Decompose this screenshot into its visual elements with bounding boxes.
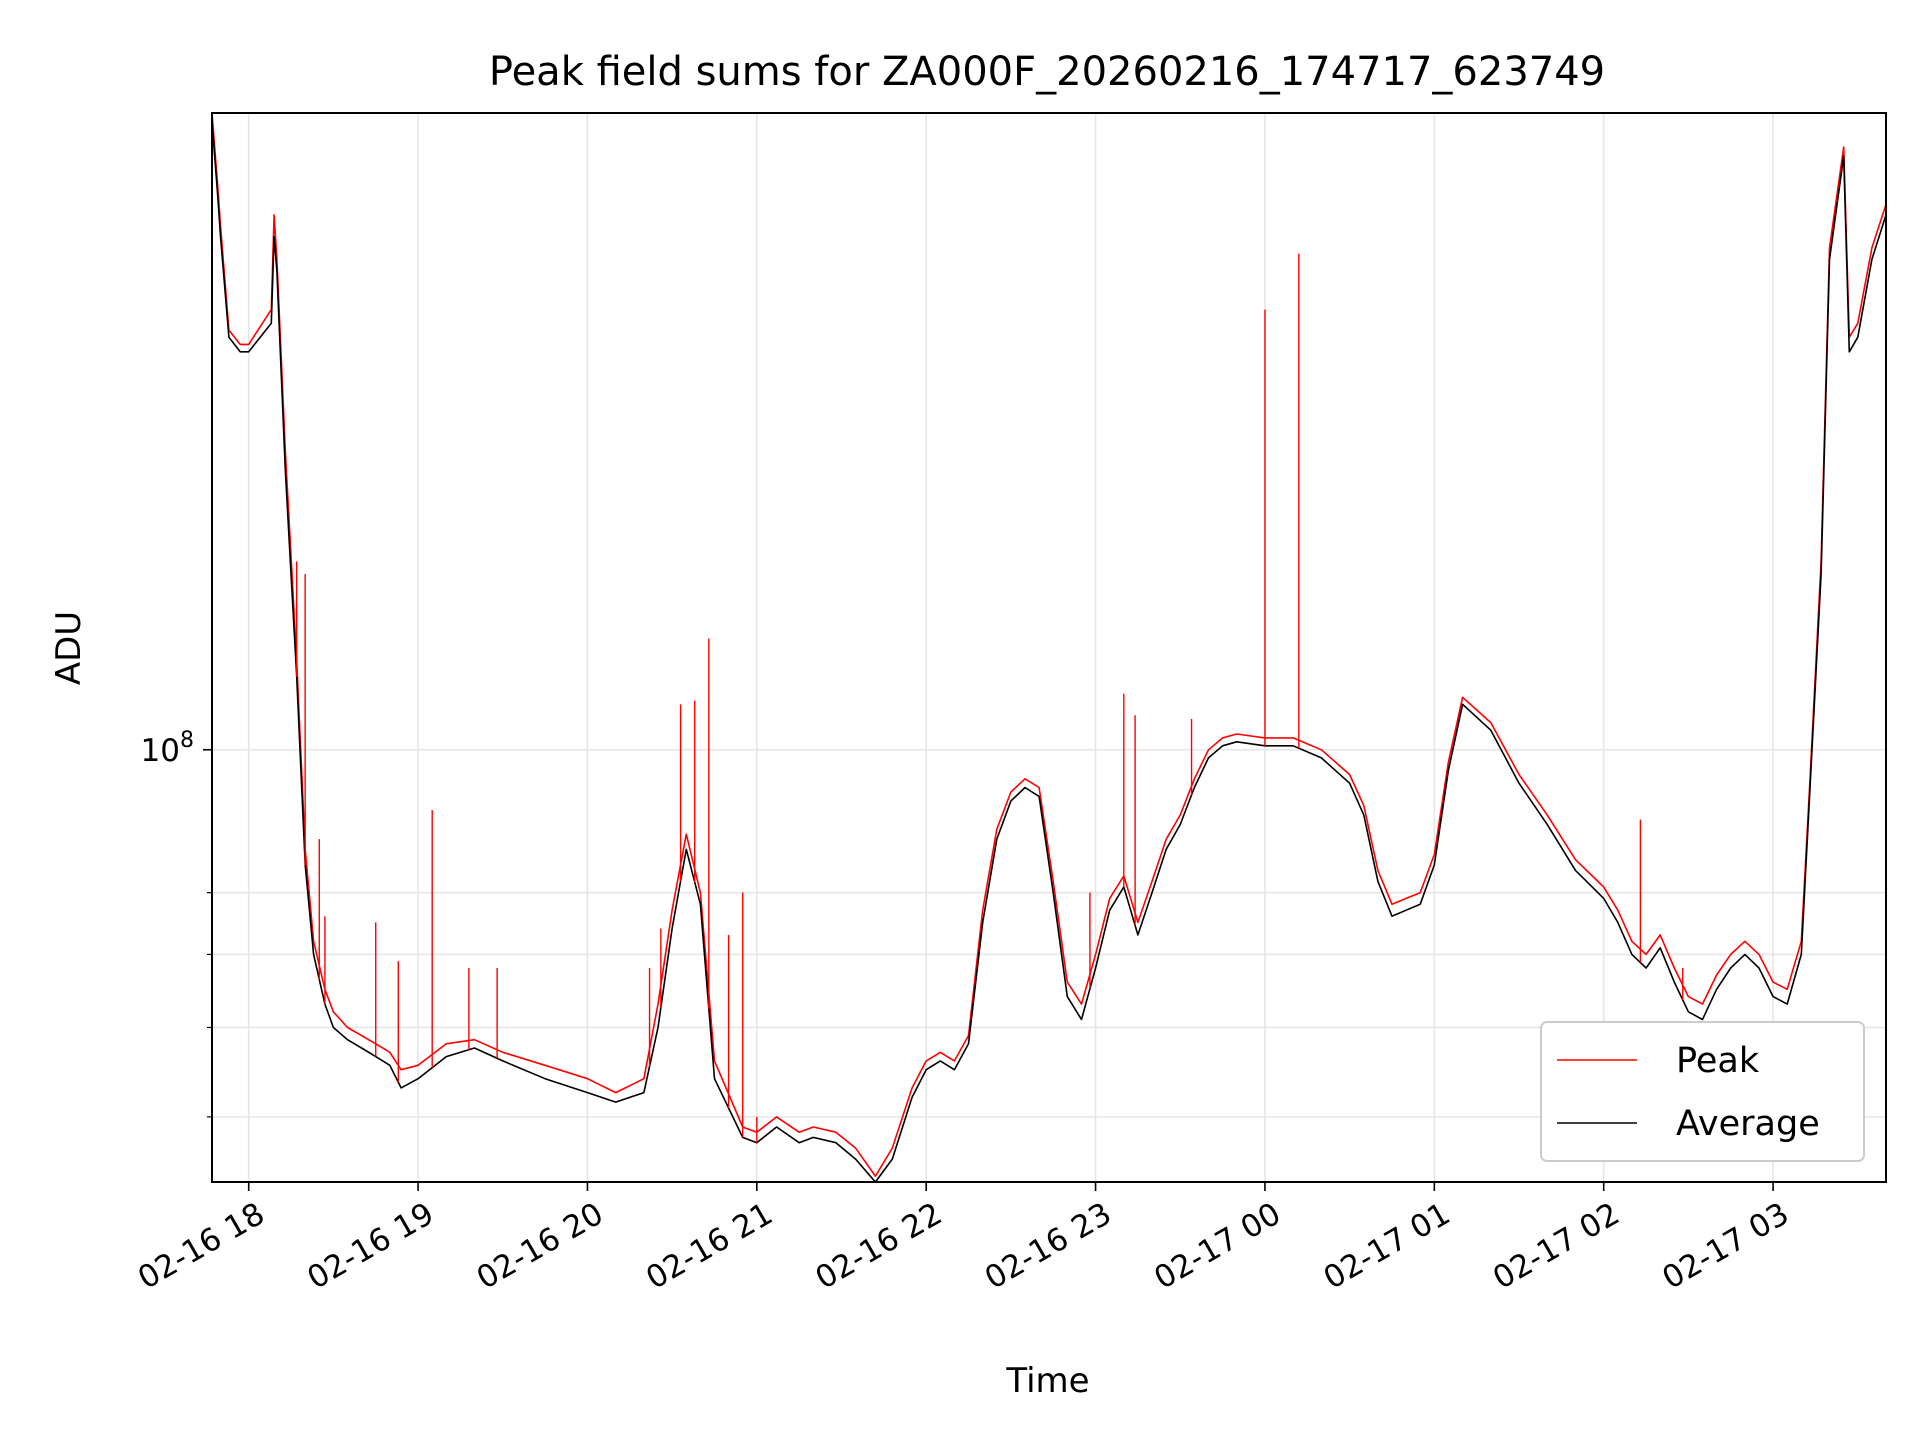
plot-area-frame [211, 112, 1887, 1183]
series-line-average [212, 121, 1886, 1182]
y-tick-label: 108 [141, 728, 194, 769]
series-lines [212, 113, 1886, 1182]
y-axis-ticks: 108 [141, 728, 212, 1118]
legend-label-average: Average [1676, 1104, 1820, 1144]
legend: Peak Average [1540, 1021, 1865, 1162]
y-axis-label: ADU [49, 611, 89, 685]
legend-label-peak: Peak [1676, 1041, 1760, 1081]
series-line-peak [212, 113, 1886, 1177]
chart-title: Peak field sums for ZA000F_20260216_1747… [489, 49, 1605, 95]
x-axis-label: Time [1005, 1361, 1089, 1401]
legend-box [1540, 1021, 1865, 1162]
